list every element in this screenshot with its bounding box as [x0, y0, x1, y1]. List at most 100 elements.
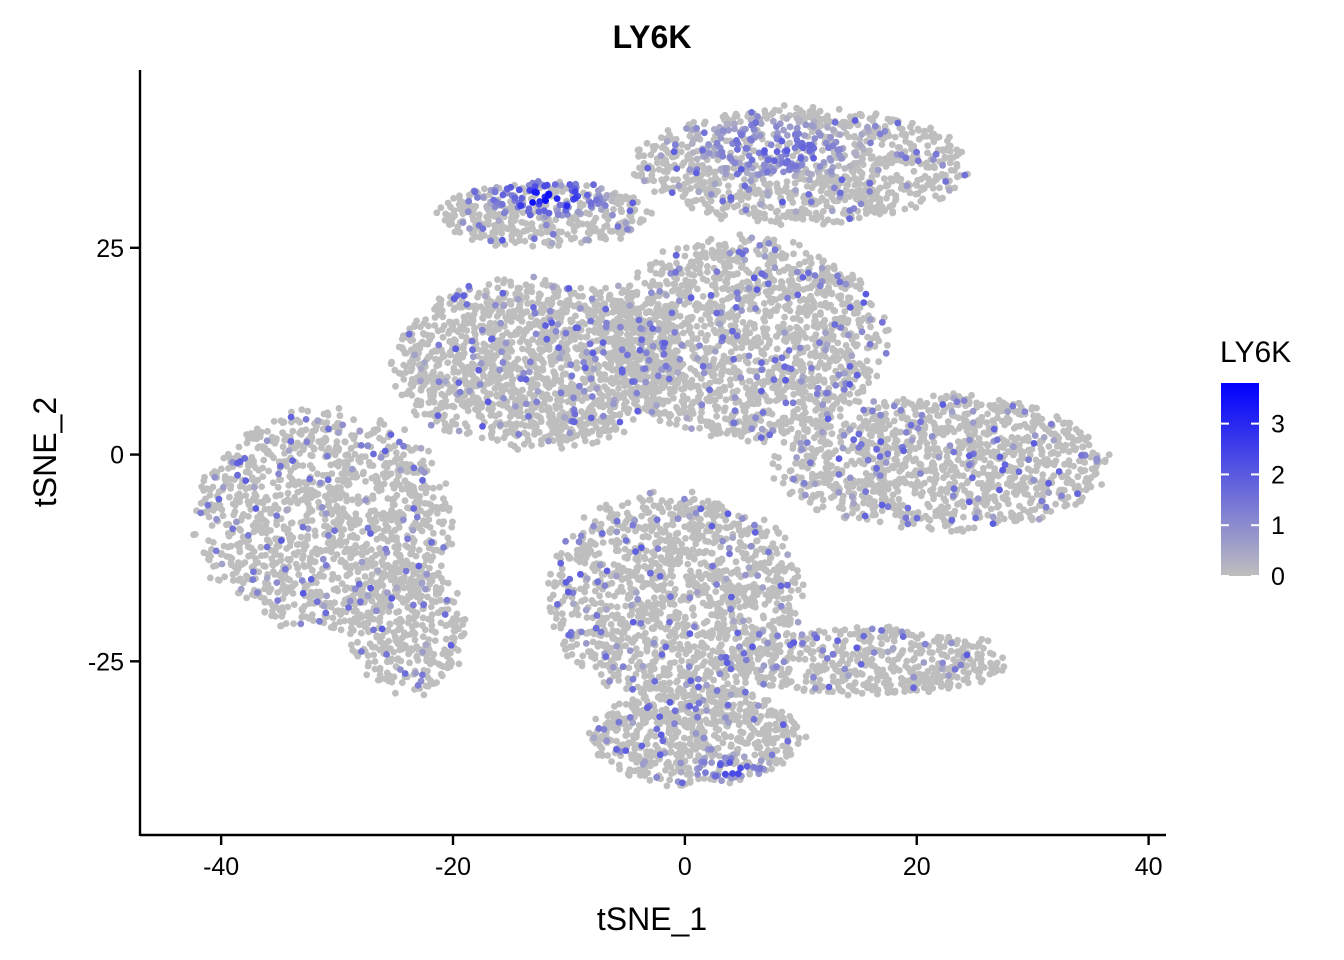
scatter-point: [190, 531, 198, 539]
scatter-point: [327, 548, 335, 556]
scatter-point: [382, 520, 390, 528]
scatter-point: [796, 415, 804, 422]
scatter-point: [788, 277, 796, 284]
scatter-point: [398, 485, 406, 493]
scatter-point: [418, 573, 426, 580]
scatter-point: [328, 470, 336, 478]
scatter-point: [601, 371, 609, 378]
scatter-point: [435, 518, 443, 526]
scatter-point: [382, 644, 390, 652]
scatter-point: [781, 313, 788, 321]
scatter-point: [818, 412, 825, 419]
scatter-point: [707, 432, 715, 440]
scatter-point: [204, 507, 211, 515]
scatter-point: [692, 244, 700, 251]
scatter-point: [309, 465, 316, 472]
scatter-point: [235, 443, 243, 451]
scatter-point: [605, 433, 613, 441]
scatter-point: [408, 365, 416, 372]
scatter-point: [619, 303, 626, 310]
scatter-point: [288, 418, 295, 426]
scatter-point: [376, 614, 384, 622]
scatter-point: [294, 488, 302, 496]
scatter-point: [374, 584, 381, 591]
scatter-point: [409, 336, 417, 344]
scatter-point: [331, 621, 338, 628]
scatter-point: [411, 585, 419, 593]
scatter-point: [370, 651, 378, 659]
scatter-point: [409, 562, 417, 570]
scatter-point: [433, 406, 441, 413]
scatter-point: [546, 395, 554, 403]
scatter-point: [321, 522, 328, 530]
scatter-point: [722, 396, 730, 404]
scatter-point: [245, 469, 253, 477]
scatter-point: [349, 646, 357, 654]
scatter-point: [388, 496, 396, 504]
scatter-point: [417, 507, 424, 515]
scatter-point: [233, 569, 240, 576]
scatter-point: [371, 665, 379, 673]
scatter-point: [588, 427, 596, 435]
scatter-point: [398, 634, 406, 642]
scatter-point: [367, 546, 375, 553]
scatter-point: [409, 628, 417, 636]
scatter-point: [503, 329, 511, 336]
scatter-point: [318, 444, 325, 452]
scatter-point: [697, 260, 704, 268]
scatter-point: [414, 656, 422, 664]
scatter-point: [315, 498, 322, 506]
scatter-point: [388, 516, 395, 524]
scatter-point: [407, 575, 415, 583]
scatter-point: [740, 407, 748, 415]
scatter-point: [363, 540, 371, 548]
scatter-point: [228, 555, 236, 562]
scatter-point: [262, 525, 269, 533]
scatter-point: [868, 301, 875, 309]
scatter-point: [550, 368, 558, 376]
scatter-point: [260, 516, 268, 524]
scatter-point: [799, 387, 807, 395]
scatter-point: [547, 301, 555, 309]
scatter-point: [257, 543, 265, 551]
scatter-point: [311, 558, 319, 566]
scatter-point: [802, 249, 810, 257]
scatter-point: [917, 175, 925, 183]
scatter-point: [631, 371, 639, 379]
scatter-point: [424, 674, 432, 681]
scatter-point: [682, 380, 689, 387]
scatter-point: [266, 598, 273, 606]
scatter-point: [579, 292, 586, 300]
scatter-point: [494, 284, 502, 292]
scatter-point: [209, 539, 217, 546]
scatter-point: [719, 297, 726, 305]
scatter-point: [209, 507, 217, 514]
scatter-point: [495, 400, 503, 408]
scatter-point: [535, 339, 542, 346]
scatter-point: [351, 450, 359, 458]
scatter-point: [796, 360, 803, 368]
scatter-point: [807, 395, 815, 403]
scatter-point: [538, 406, 546, 414]
scatter-point: [697, 316, 705, 324]
scatter-point: [514, 446, 522, 453]
scatter-point: [259, 473, 267, 480]
scatter-point: [629, 416, 637, 423]
scatter-point: [895, 144, 903, 152]
scatter-point: [376, 545, 383, 552]
scatter-point: [769, 384, 776, 392]
scatter-point: [361, 453, 369, 460]
scatter-point: [821, 353, 829, 360]
scatter-point: [750, 321, 758, 328]
scatter-point: [412, 591, 420, 598]
scatter-point: [686, 262, 694, 270]
scatter-point: [606, 291, 614, 299]
scatter-point: [320, 410, 328, 418]
scatter-point: [507, 441, 515, 448]
scatter-point: [715, 242, 723, 249]
scatter-point: [507, 301, 515, 308]
scatter-point: [245, 501, 253, 509]
scatter-point: [284, 489, 292, 497]
scatter-point: [298, 428, 306, 436]
scatter-point: [298, 406, 306, 413]
